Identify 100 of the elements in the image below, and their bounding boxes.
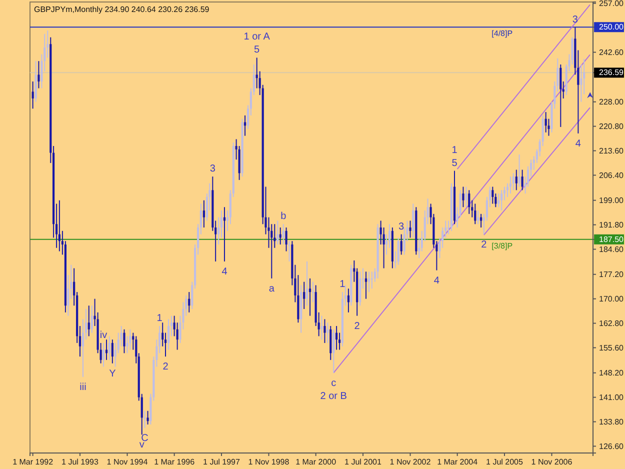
candlestick bbox=[288, 240, 290, 262]
candlestick bbox=[324, 318, 326, 344]
y-tick-label: 213.60 bbox=[599, 146, 624, 156]
candlestick bbox=[330, 325, 332, 360]
ref-line-label: [4/8]P bbox=[492, 29, 513, 38]
candlestick bbox=[462, 186, 464, 208]
candlestick bbox=[306, 260, 308, 306]
x-tick-label: 1 Nov 1998 bbox=[248, 458, 290, 467]
y-tick-label: 133.80 bbox=[599, 417, 624, 426]
candlestick bbox=[400, 234, 402, 256]
annotation: 1 or A bbox=[244, 32, 270, 43]
x-tick-label: 1 Mar 1996 bbox=[154, 458, 196, 467]
y-tick-label: 141.00 bbox=[599, 392, 624, 402]
annotation: c bbox=[331, 378, 336, 389]
candlestick bbox=[102, 342, 105, 368]
y-tick-label: 250.00 bbox=[599, 22, 624, 32]
candlestick bbox=[146, 410, 149, 425]
candlestick bbox=[285, 227, 288, 252]
candlestick bbox=[409, 220, 412, 238]
annotation: 3 bbox=[398, 221, 405, 232]
candlestick bbox=[88, 305, 90, 337]
x-tick-label: 1 Nov 1994 bbox=[106, 458, 148, 467]
candlestick bbox=[326, 322, 329, 344]
x-tick-label: 1 Nov 2006 bbox=[531, 458, 573, 467]
candlestick bbox=[202, 200, 205, 228]
annotation: 2 bbox=[481, 239, 488, 250]
candlestick bbox=[129, 328, 132, 350]
annotation: iii bbox=[80, 382, 86, 393]
candlestick bbox=[244, 114, 246, 136]
annotation: 5 bbox=[452, 158, 458, 169]
candlestick bbox=[108, 336, 110, 360]
y-tick-label: 257.00 bbox=[599, 0, 624, 8]
candlestick bbox=[397, 237, 400, 266]
annotation: 3 bbox=[572, 14, 578, 26]
x-tick-label: 1 Mar 2004 bbox=[437, 458, 478, 467]
x-tick-label: 1 Jul 1997 bbox=[203, 458, 240, 467]
candlestick bbox=[515, 169, 518, 191]
annotation: 4 bbox=[434, 275, 440, 286]
candlestick bbox=[521, 169, 524, 191]
candlestick bbox=[90, 305, 93, 334]
candlestick bbox=[518, 154, 520, 188]
y-tick-label: 199.00 bbox=[599, 196, 624, 205]
annotation: 2 bbox=[162, 362, 169, 373]
annotation: 5 bbox=[254, 44, 260, 56]
annotation: a bbox=[268, 283, 275, 294]
y-tick-label: 187.50 bbox=[599, 234, 624, 244]
y-tick-label: 220.80 bbox=[599, 122, 624, 131]
candlestick bbox=[38, 60, 40, 89]
candlestick bbox=[412, 203, 414, 238]
candlestick bbox=[370, 271, 373, 290]
candlestick bbox=[335, 325, 338, 350]
annotation: Y bbox=[109, 368, 116, 380]
y-tick-label: 126.60 bbox=[599, 442, 624, 451]
candlestick bbox=[32, 80, 34, 110]
candlestick bbox=[111, 339, 114, 364]
candlestick bbox=[500, 190, 503, 212]
annotation: 2 bbox=[354, 320, 360, 332]
y-tick-label: 177.20 bbox=[599, 270, 624, 279]
y-tick-label: 236.59 bbox=[599, 68, 624, 78]
y-tick-label: 170.00 bbox=[599, 294, 624, 304]
candlestick bbox=[167, 318, 170, 350]
candlestick bbox=[188, 292, 190, 313]
candlestick bbox=[282, 224, 284, 245]
annotation: 1 bbox=[340, 279, 346, 290]
candlestick bbox=[347, 288, 350, 313]
ref-line-label: [3/8]P bbox=[492, 241, 513, 250]
candlestick bbox=[308, 278, 312, 316]
candlestick bbox=[492, 186, 494, 204]
x-tick-label: 1 Jul 2001 bbox=[344, 458, 382, 467]
candlestick bbox=[560, 64, 562, 128]
chart-title: GBPJPYm,Monthly 234.90 240.64 230.26 236.59 bbox=[34, 5, 210, 14]
annotation: 1 bbox=[452, 144, 458, 156]
annotation: 2 or B bbox=[320, 390, 348, 402]
y-tick-label: 228.00 bbox=[599, 97, 624, 106]
annotation: 3 bbox=[210, 164, 216, 175]
candlestick bbox=[465, 186, 468, 208]
candlestick bbox=[468, 190, 470, 214]
annotation: 4 bbox=[222, 266, 228, 278]
candlestick bbox=[144, 410, 146, 428]
annotation: b bbox=[280, 211, 287, 222]
y-tick-label: 191.80 bbox=[599, 220, 624, 230]
candlestick bbox=[58, 200, 60, 252]
candlestick bbox=[512, 172, 514, 191]
candlestick bbox=[364, 271, 368, 300]
y-tick-label: 184.60 bbox=[599, 244, 624, 254]
x-tick-label: 1 Mar 1992 bbox=[12, 458, 54, 467]
y-tick-label: 242.60 bbox=[599, 48, 624, 57]
x-tick-label: 1 Jul 1993 bbox=[62, 458, 99, 467]
annotation: 1 bbox=[156, 312, 163, 324]
candlestick bbox=[276, 220, 279, 245]
candlestick bbox=[303, 281, 306, 310]
x-tick-label: 1 Mar 2000 bbox=[296, 458, 337, 467]
y-tick-label: 155.60 bbox=[599, 343, 624, 352]
candlestick bbox=[544, 112, 547, 133]
candlestick bbox=[368, 271, 370, 293]
candlestick bbox=[123, 328, 126, 354]
y-tick-label: 206.40 bbox=[599, 170, 624, 180]
candlestick bbox=[34, 60, 37, 102]
y-tick-label: 148.20 bbox=[599, 368, 624, 378]
candlestick bbox=[474, 203, 476, 225]
